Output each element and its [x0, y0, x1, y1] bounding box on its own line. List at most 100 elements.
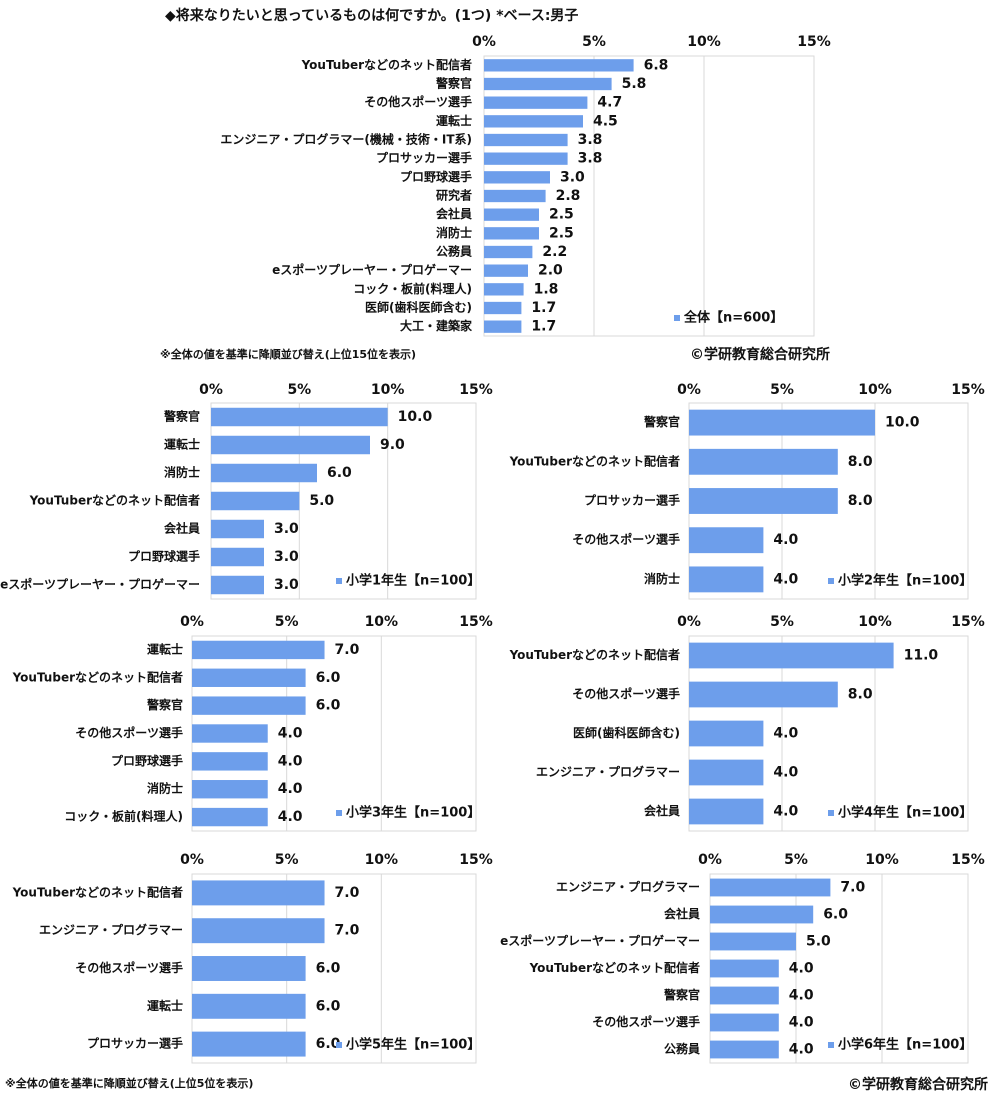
bar	[689, 798, 764, 825]
category-label: eスポーツプレーヤー・プロゲーマー	[0, 577, 200, 592]
bar	[710, 932, 796, 951]
category-label: エンジニア・プログラマー	[39, 922, 183, 937]
category-label: その他スポーツ選手	[75, 725, 183, 740]
bar	[484, 133, 568, 147]
x-tick-label: 10%	[365, 852, 399, 868]
x-tick-label: 0%	[698, 852, 722, 868]
bar	[484, 77, 612, 91]
category-label: 警察官	[146, 697, 183, 712]
legend-label: 小学3年生【n=100】	[346, 805, 480, 821]
bar	[211, 547, 264, 567]
x-tick-label: 15%	[459, 614, 493, 630]
category-label: 研究者	[436, 188, 472, 203]
x-tick-label: 15%	[459, 852, 493, 868]
bar	[484, 171, 550, 184]
legend-swatch	[336, 1042, 342, 1048]
value-label: 8.0	[848, 687, 873, 703]
bar	[689, 642, 894, 669]
legend-swatch	[336, 810, 342, 816]
bar	[689, 409, 875, 436]
value-label: 4.0	[773, 726, 798, 742]
value-label: 6.0	[316, 998, 341, 1014]
bar	[211, 491, 300, 511]
category-label: プロサッカー選手	[376, 150, 472, 165]
category-label: プロサッカー選手	[87, 1036, 183, 1051]
category-label: 会社員	[164, 521, 200, 536]
legend-label: 小学5年生【n=100】	[346, 1037, 480, 1053]
category-label: 警察官	[435, 76, 472, 91]
category-label: プロサッカー選手	[584, 493, 680, 508]
x-tick-label: 5%	[287, 382, 311, 398]
category-label: YouTuberなどのネット配信者	[529, 960, 700, 975]
category-label: 会社員	[436, 206, 472, 221]
category-label: エンジニア・プログラマー	[536, 764, 680, 779]
bar	[484, 189, 546, 203]
category-label: 会社員	[644, 803, 680, 818]
value-label: 5.0	[806, 934, 831, 950]
bar	[710, 986, 779, 1005]
category-label: eスポーツプレーヤー・プロゲーマー	[272, 262, 472, 277]
bar	[192, 880, 325, 906]
x-tick-label: 0%	[199, 382, 223, 398]
category-label: その他スポーツ選手	[592, 1014, 700, 1029]
category-label: 公務員	[664, 1041, 700, 1056]
value-label: 6.8	[644, 57, 669, 73]
legend-swatch	[336, 578, 342, 584]
value-label: 6.0	[327, 465, 352, 481]
bar	[484, 208, 539, 221]
value-label: 7.0	[335, 923, 360, 939]
value-label: 3.0	[274, 521, 299, 537]
x-tick-label: 0%	[677, 614, 701, 630]
category-label: プロ野球選手	[400, 169, 472, 184]
value-label: 2.5	[549, 225, 574, 241]
category-label: 消防士	[164, 465, 200, 480]
bar	[689, 681, 838, 708]
value-label: 3.0	[274, 549, 299, 565]
bar	[211, 407, 388, 427]
category-label: 医師(歯科医師含む)	[365, 300, 472, 315]
value-label: 4.0	[278, 726, 303, 742]
value-label: 4.0	[773, 804, 798, 820]
bar	[192, 956, 306, 981]
value-label: 10.0	[398, 409, 433, 425]
category-label: 運転士	[147, 641, 183, 656]
bar	[192, 724, 268, 743]
value-label: 1.7	[531, 319, 556, 335]
category-label: 警察官	[163, 409, 200, 424]
value-label: 6.0	[316, 698, 341, 714]
value-label: 4.0	[773, 532, 798, 548]
bar	[484, 283, 524, 296]
bar	[192, 752, 268, 771]
bar	[710, 905, 814, 924]
x-tick-label: 15%	[459, 382, 493, 398]
bar	[192, 780, 268, 799]
bar	[689, 720, 764, 747]
category-label: YouTuberなどのネット配信者	[301, 57, 472, 72]
value-label: 2.5	[549, 207, 574, 223]
x-tick-label: 10%	[371, 382, 405, 398]
bar	[484, 152, 568, 165]
bar	[192, 918, 325, 944]
x-tick-label: 15%	[797, 34, 831, 50]
x-tick-label: 15%	[951, 382, 985, 398]
bar	[211, 435, 370, 455]
category-label: エンジニア・プログラマー	[556, 879, 700, 894]
value-label: 4.0	[789, 1015, 814, 1031]
bar	[689, 759, 764, 786]
x-tick-label: 10%	[858, 382, 892, 398]
category-label: 運転士	[147, 998, 183, 1013]
category-label: 消防士	[436, 225, 472, 240]
value-label: 4.0	[789, 961, 814, 977]
chart-title: ◆将来なりたいと思っているものは何ですか。(1つ) *ベース:男子	[165, 7, 578, 24]
category-label: 警察官	[643, 414, 680, 429]
bar	[484, 115, 583, 128]
bar	[484, 245, 533, 259]
x-tick-label: 5%	[275, 852, 299, 868]
footer-source: ©学研教育総合研究所	[848, 1076, 988, 1093]
value-label: 6.0	[316, 670, 341, 686]
value-label: 2.8	[556, 188, 581, 204]
value-label: 3.0	[274, 577, 299, 593]
category-label: YouTuberなどのネット配信者	[12, 669, 183, 684]
value-label: 7.0	[335, 642, 360, 658]
